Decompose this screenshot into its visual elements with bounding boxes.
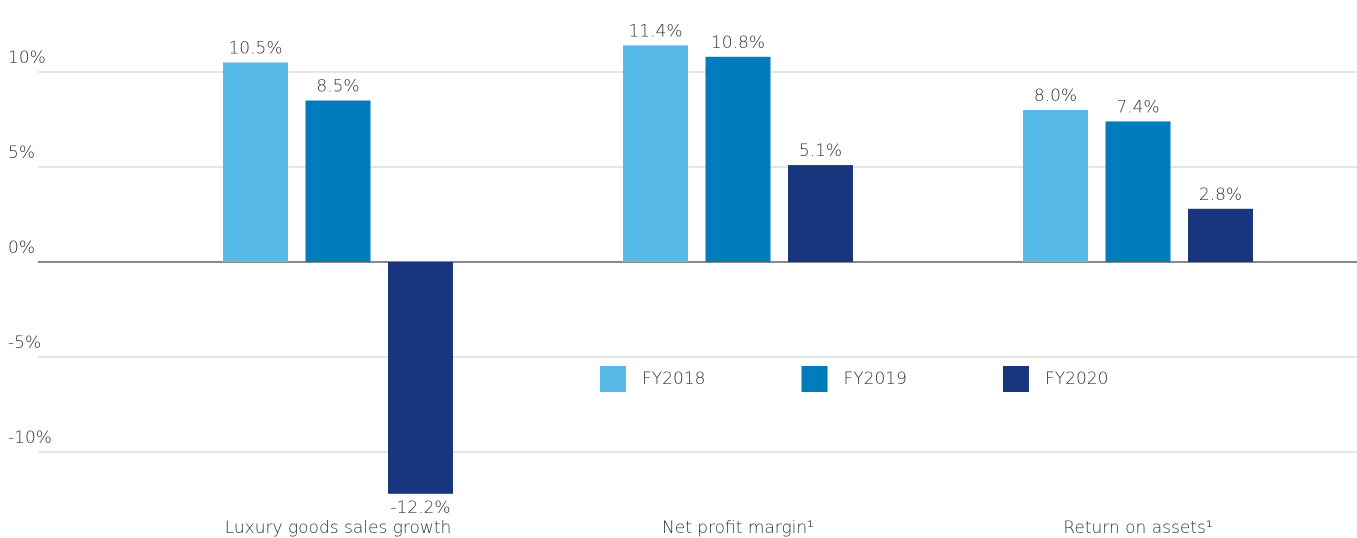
y-tick-label: -5% [8, 333, 41, 353]
y-tick-label: 10% [8, 48, 46, 68]
value-label: 7.4% [1116, 97, 1159, 117]
bar [1105, 121, 1171, 263]
value-label: 10.8% [711, 33, 765, 53]
x-tick-label: Return on assets¹ [1063, 518, 1212, 538]
value-label: 8.5% [316, 77, 359, 97]
value-label: 5.1% [799, 141, 842, 161]
value-label: 2.8% [1199, 185, 1242, 205]
legend-swatch [600, 366, 626, 392]
value-label: -12.2% [390, 498, 450, 518]
bar [788, 165, 853, 262]
legend-label: FY2019 [844, 369, 907, 389]
value-label: 10.5% [228, 39, 282, 59]
bar [623, 45, 688, 263]
value-label: 8.0% [1034, 86, 1077, 106]
y-tick-label: 0% [8, 238, 35, 258]
legend-swatch [1003, 366, 1029, 392]
legend-swatch [801, 366, 828, 392]
y-tick-label: -10% [8, 428, 52, 448]
bar [1023, 110, 1088, 262]
legend-label: FY2018 [642, 369, 705, 389]
bar [223, 62, 288, 262]
y-tick-label: 5% [8, 143, 35, 163]
bar [1188, 208, 1253, 262]
legend-label: FY2020 [1045, 369, 1108, 389]
bar [305, 100, 371, 262]
x-tick-label: Luxury goods sales growth [225, 518, 452, 538]
x-tick-label: Net profit margin¹ [662, 518, 814, 538]
bar [388, 262, 453, 494]
bar [705, 56, 771, 262]
value-label: 11.4% [628, 21, 682, 41]
